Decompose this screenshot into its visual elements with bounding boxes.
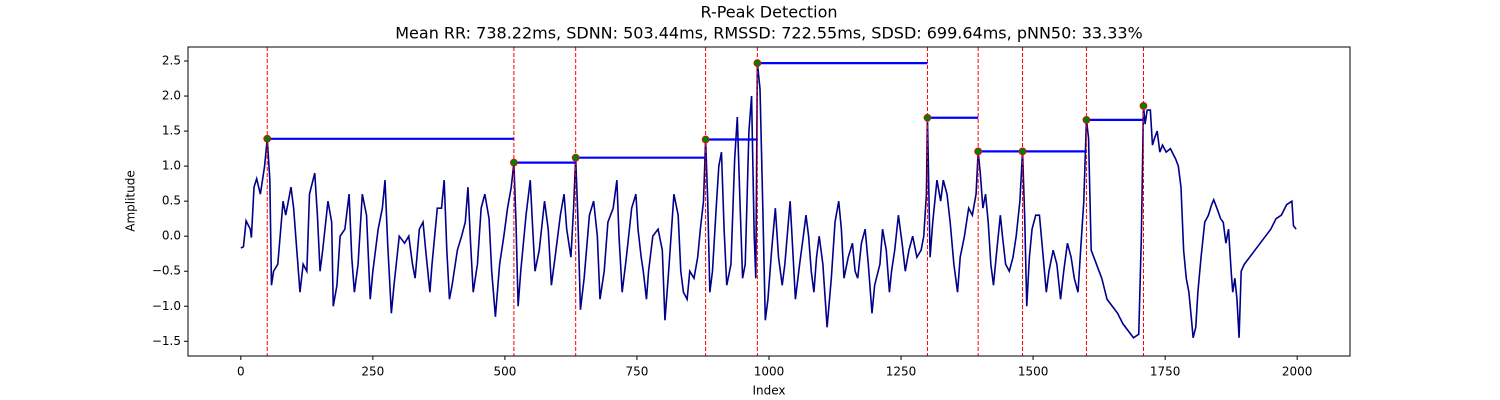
peak-point <box>263 134 272 143</box>
y-tick-label: 1.5 <box>162 124 181 138</box>
x-tick-label: 0 <box>237 365 245 379</box>
x-tick-label: 750 <box>626 365 649 379</box>
chart-title: R-Peak Detection <box>700 3 837 22</box>
y-tick-label: −1.0 <box>152 299 181 313</box>
peak-point <box>1082 115 1091 124</box>
peak-point <box>1139 101 1148 110</box>
y-tick-label: 2.0 <box>162 89 181 103</box>
peak-point <box>753 59 762 68</box>
x-axis-label: Index <box>752 384 785 398</box>
signal-line <box>240 63 1297 339</box>
x-tick-label: 1750 <box>1150 365 1181 379</box>
peak-point <box>974 147 983 156</box>
x-tick-label: 500 <box>493 365 516 379</box>
chart-subtitle: Mean RR: 738.22ms, SDNN: 503.44ms, RMSSD… <box>395 24 1143 43</box>
x-tick-label: 1500 <box>1018 365 1049 379</box>
x-tick-label: 1000 <box>754 365 785 379</box>
y-tick-label: 0.0 <box>162 229 181 243</box>
peak-point <box>509 158 518 167</box>
plot-area <box>240 47 1297 356</box>
peak-point <box>571 153 580 162</box>
peak-point <box>923 113 932 122</box>
x-tick-label: 1250 <box>886 365 917 379</box>
y-axis-label: Amplitude <box>124 170 138 232</box>
x-tick-label: 2000 <box>1282 365 1313 379</box>
y-tick-label: 1.0 <box>162 159 181 173</box>
y-tick-label: −1.5 <box>152 334 181 348</box>
axes: 0 250 500 750 1000 1250 1500 1750 2000 −1.5 −1.0 −0… <box>152 46 1351 379</box>
y-tick-label: 2.5 <box>162 54 181 68</box>
y-tick-label: 0.5 <box>162 194 181 208</box>
y-tick-label: −0.5 <box>152 264 181 278</box>
peak-point <box>701 135 710 144</box>
peak-point <box>1018 147 1027 156</box>
x-tick-label: 250 <box>361 365 384 379</box>
